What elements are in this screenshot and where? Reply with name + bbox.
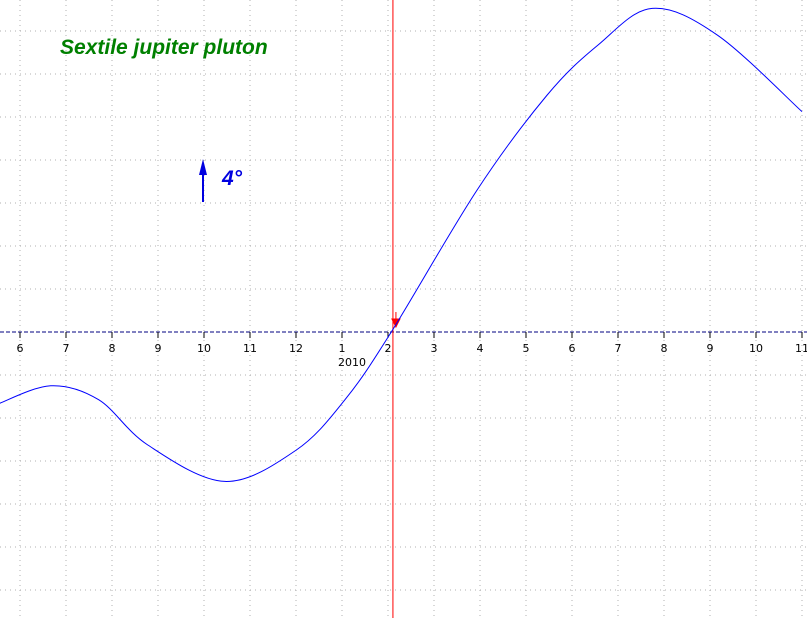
series-line xyxy=(0,7,803,482)
x-tick-label: 5 xyxy=(523,342,530,355)
x-tick-label: 2 xyxy=(385,342,392,355)
x-tick-label: 8 xyxy=(661,342,668,355)
x-tick-label: 11 xyxy=(243,342,257,355)
chart-title: Sextile jupiter pluton xyxy=(60,36,268,59)
x-tick-label: 1 xyxy=(339,342,346,355)
current-date-marker-icon xyxy=(391,312,401,329)
x-tick-label: 7 xyxy=(615,342,622,355)
x-tick-label: 10 xyxy=(197,342,211,355)
x-tick-label: 4 xyxy=(477,342,484,355)
x-tick-label: 7 xyxy=(63,342,70,355)
x-tick-label: 8 xyxy=(109,342,116,355)
x-tick-label: 3 xyxy=(431,342,438,355)
x-tick-label: 6 xyxy=(569,342,576,355)
x-tick-label: 12 xyxy=(289,342,303,355)
year-label: 2010 xyxy=(338,356,366,369)
x-tick-label: 6 xyxy=(17,342,24,355)
scale-arrow-up-icon xyxy=(199,159,207,175)
x-tick-label: 10 xyxy=(749,342,763,355)
x-tick-label: 9 xyxy=(155,342,162,355)
x-tick-label: 9 xyxy=(707,342,714,355)
scale-label: 4° xyxy=(222,167,243,190)
x-tick-label: 11 xyxy=(795,342,807,355)
